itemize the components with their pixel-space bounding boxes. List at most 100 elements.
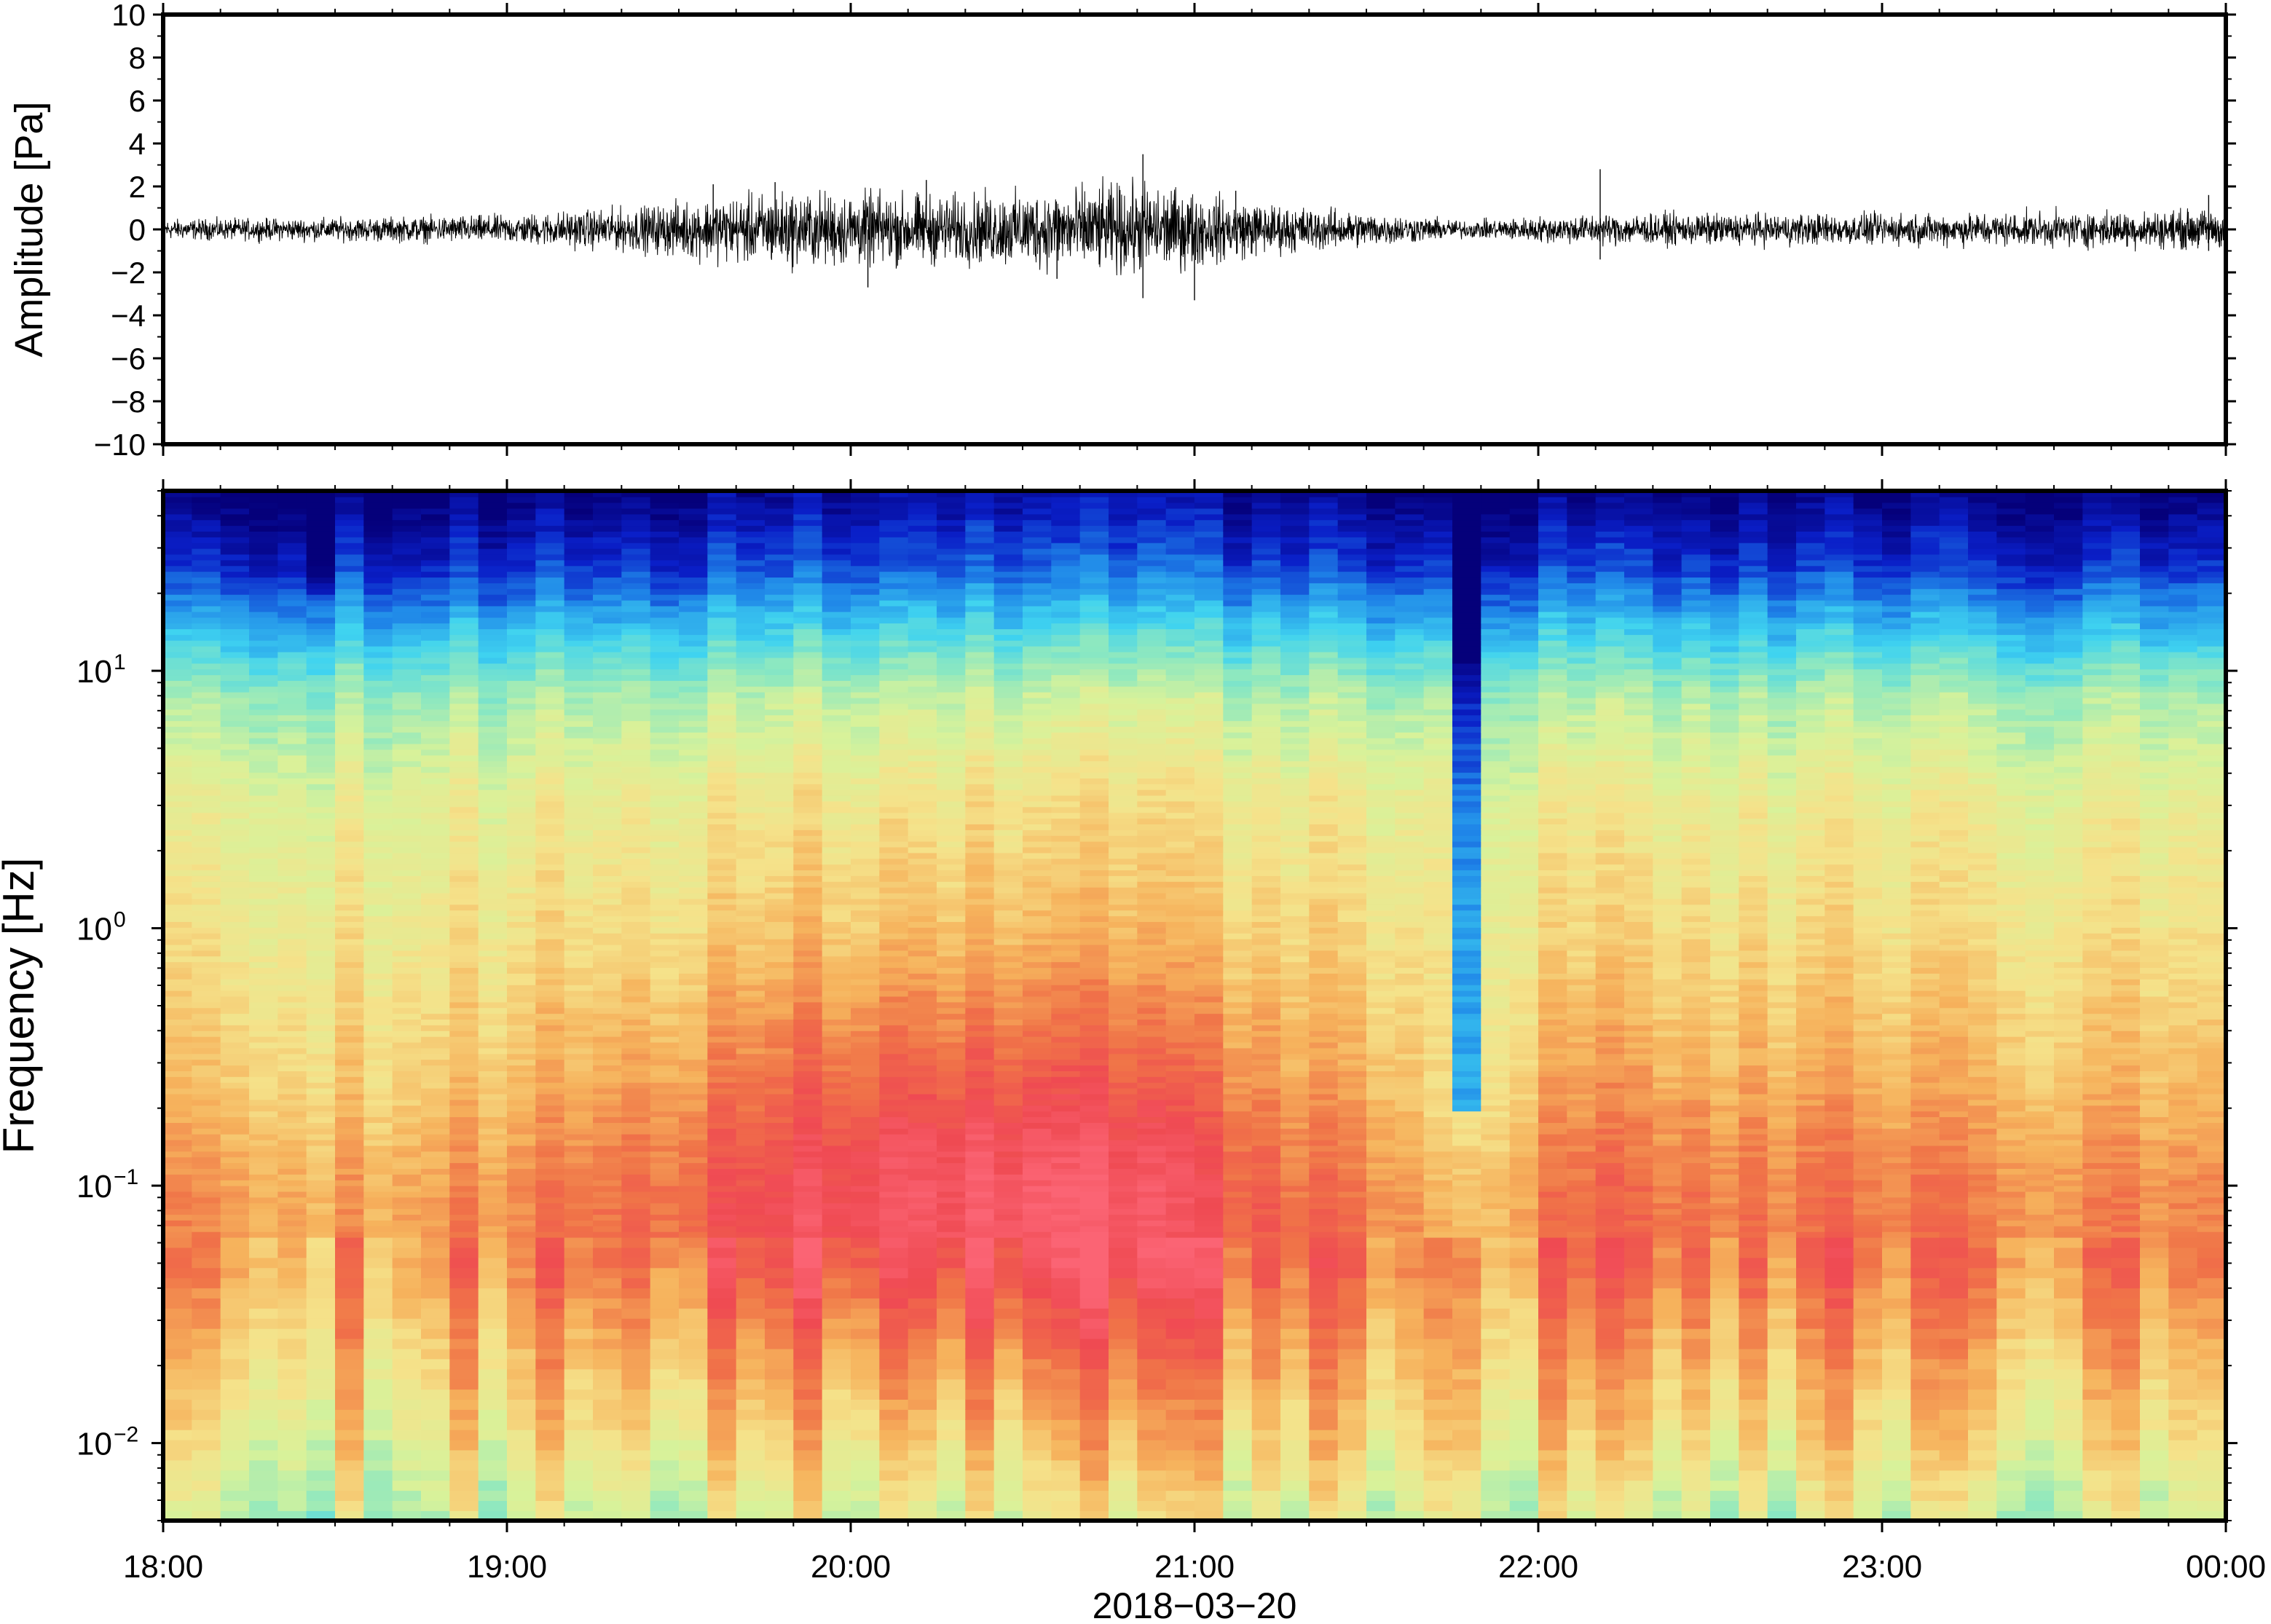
spectrogram-cell bbox=[278, 886, 307, 894]
spectrogram-cell bbox=[736, 812, 765, 819]
spectrogram-cell bbox=[249, 1500, 279, 1511]
spectrogram-cell bbox=[306, 772, 336, 779]
spectrogram-cell bbox=[192, 513, 221, 521]
spectrogram-cell bbox=[736, 932, 765, 939]
spectrogram-cell bbox=[306, 1220, 336, 1226]
spectrogram-cell bbox=[650, 840, 680, 848]
spectrogram-cell bbox=[564, 714, 594, 722]
spectrogram-cell bbox=[822, 961, 851, 969]
spectrogram-cell bbox=[220, 1151, 250, 1158]
spectrogram-cell bbox=[621, 1220, 651, 1226]
spectrogram-cell bbox=[993, 1087, 1023, 1095]
spectrogram-cell bbox=[507, 1133, 537, 1140]
spectrogram-cell bbox=[564, 760, 594, 768]
spectrogram-cell bbox=[879, 1001, 909, 1009]
spectrogram-cell bbox=[593, 1214, 623, 1221]
spectrogram-cell bbox=[478, 1128, 508, 1135]
spectrogram-cell bbox=[335, 611, 365, 618]
spectrogram-cell bbox=[937, 1308, 967, 1319]
spectrogram-cell bbox=[278, 1156, 307, 1164]
spectrogram-cell bbox=[765, 1191, 795, 1198]
spectrogram-cell bbox=[937, 829, 967, 836]
spectrogram-cell bbox=[937, 743, 967, 750]
spectrogram-cell bbox=[879, 1081, 909, 1089]
spectrogram-cell bbox=[937, 881, 967, 888]
spectrogram-cell bbox=[736, 1019, 765, 1025]
spectrogram-cell bbox=[822, 508, 851, 515]
spectrogram-cell bbox=[650, 766, 680, 773]
spectrogram-cell bbox=[449, 875, 479, 882]
spectrogram-cell bbox=[621, 1288, 651, 1298]
spectrogram-cell bbox=[564, 617, 594, 624]
spectrogram-cell bbox=[593, 1226, 623, 1232]
spectrogram-cell bbox=[707, 651, 737, 658]
spectrogram-cell bbox=[593, 1185, 623, 1192]
spectrogram-cell bbox=[278, 1358, 307, 1370]
spectrogram-cell bbox=[965, 565, 995, 572]
spectrogram-cell bbox=[249, 639, 279, 647]
spectrogram-cell bbox=[793, 1409, 823, 1420]
spectrogram-cell bbox=[650, 870, 680, 876]
spectrogram-cell bbox=[621, 1257, 651, 1269]
spectrogram-cell bbox=[822, 594, 851, 601]
spectrogram-cell bbox=[965, 1490, 995, 1501]
spectrogram-cell bbox=[335, 967, 365, 974]
spectrogram-cell bbox=[822, 812, 851, 819]
spectrogram-cell bbox=[707, 686, 737, 693]
spectrogram-cell bbox=[564, 1065, 594, 1071]
spectrogram-cell bbox=[449, 1368, 479, 1380]
spectrogram-cell bbox=[707, 1490, 737, 1501]
spectrogram-cell bbox=[765, 508, 795, 515]
spectrogram-cell bbox=[707, 628, 737, 635]
spectrogram-cell bbox=[650, 772, 680, 779]
spectrogram-cell bbox=[363, 1220, 393, 1226]
spectrogram-cell bbox=[593, 617, 623, 624]
spectrogram-cell bbox=[220, 743, 250, 750]
spectrogram-cell bbox=[278, 697, 307, 704]
spectrogram-cell bbox=[535, 754, 565, 762]
spectrogram-cell bbox=[421, 1019, 451, 1025]
spectrogram-cell bbox=[765, 1389, 795, 1400]
spectrogram-cell bbox=[679, 1247, 709, 1258]
spectrogram-cell bbox=[879, 502, 909, 509]
spectrogram-cell bbox=[736, 990, 765, 997]
spectrogram-cell bbox=[851, 703, 881, 710]
spectrogram-cell bbox=[535, 812, 565, 819]
spectrogram-cell bbox=[937, 1047, 967, 1055]
spectrogram-cell bbox=[793, 588, 823, 595]
spectrogram-cell bbox=[965, 1368, 995, 1380]
spectrogram-cell bbox=[249, 1116, 279, 1123]
spectrogram-cell bbox=[478, 870, 508, 876]
spectrogram-cell bbox=[449, 870, 479, 876]
spectrogram-cell bbox=[621, 1174, 651, 1180]
spectrogram-cell bbox=[306, 754, 336, 762]
spectrogram-cell bbox=[535, 1174, 565, 1180]
spectrogram-cell bbox=[278, 491, 307, 497]
spectrogram-cell bbox=[679, 1459, 709, 1471]
spectrogram-cell bbox=[192, 1317, 221, 1329]
spectrogram-cell bbox=[879, 645, 909, 653]
spectrogram-cell bbox=[392, 766, 422, 773]
spectrogram-cell bbox=[449, 553, 479, 561]
spectrogram-cell bbox=[535, 1237, 565, 1248]
spectrogram-cell bbox=[363, 1368, 393, 1380]
spectrogram-cell bbox=[593, 1237, 623, 1248]
spectrogram-cell bbox=[163, 1168, 193, 1175]
spectrogram-cell bbox=[879, 979, 909, 985]
spectrogram-cell bbox=[421, 1053, 451, 1060]
spectrogram-cell bbox=[993, 886, 1023, 894]
spectrogram-cell bbox=[593, 915, 623, 923]
spectrogram-cell bbox=[507, 714, 537, 722]
spectrogram-cell bbox=[363, 1007, 393, 1014]
spectrogram-cell bbox=[736, 714, 765, 722]
spectrogram-cell bbox=[363, 1379, 393, 1390]
spectrogram-cell bbox=[478, 1298, 508, 1309]
spectrogram-cell bbox=[478, 1197, 508, 1204]
spectrogram-cell bbox=[965, 491, 995, 497]
spectrogram-cell bbox=[707, 1071, 737, 1077]
spectrogram-cell bbox=[507, 932, 537, 939]
spectrogram-cell bbox=[220, 1019, 250, 1025]
spectrogram-cell bbox=[507, 1409, 537, 1420]
spectrogram-cell bbox=[192, 1087, 221, 1095]
spectrogram-cell bbox=[908, 1162, 937, 1169]
